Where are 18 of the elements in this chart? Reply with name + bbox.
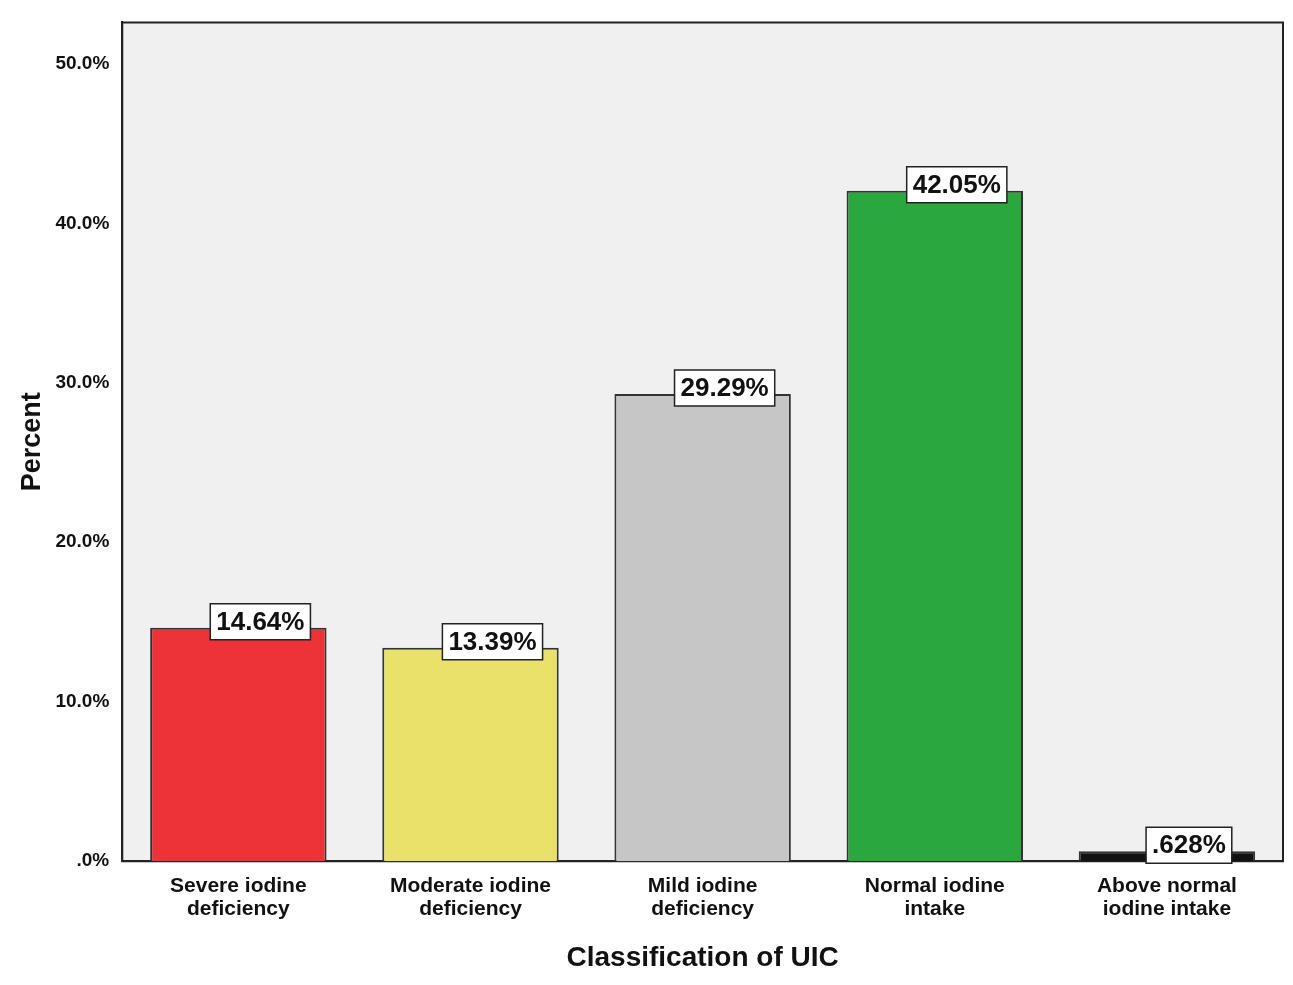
y-tick-label: 10.0% bbox=[55, 689, 110, 711]
data-label: 14.64% bbox=[216, 605, 305, 636]
y-tick-label: 50.0% bbox=[55, 52, 110, 74]
y-tick-label: 40.0% bbox=[55, 211, 110, 233]
y-tick-label: .0% bbox=[76, 849, 110, 871]
data-label: 42.05% bbox=[912, 168, 1001, 199]
data-label: 13.39% bbox=[448, 625, 537, 656]
x-tick-label: Mild iodine deficiency bbox=[647, 872, 758, 919]
data-label: .628% bbox=[1152, 829, 1226, 860]
y-tick-label: 20.0% bbox=[55, 530, 110, 552]
data-label: 29.29% bbox=[680, 372, 769, 403]
y-tick-label: 30.0% bbox=[55, 371, 110, 393]
x-tick-label: Above normal iodine intake bbox=[1096, 872, 1237, 919]
x-tick-label: Severe iodine deficiency bbox=[170, 872, 307, 919]
y-axis-title: Percent bbox=[15, 392, 46, 492]
x-tick-label: Moderate iodine deficiency bbox=[389, 872, 552, 919]
x-tick-label: Normal iodine intake bbox=[864, 872, 1005, 919]
x-axis-title: Classification of UIC bbox=[566, 940, 839, 972]
